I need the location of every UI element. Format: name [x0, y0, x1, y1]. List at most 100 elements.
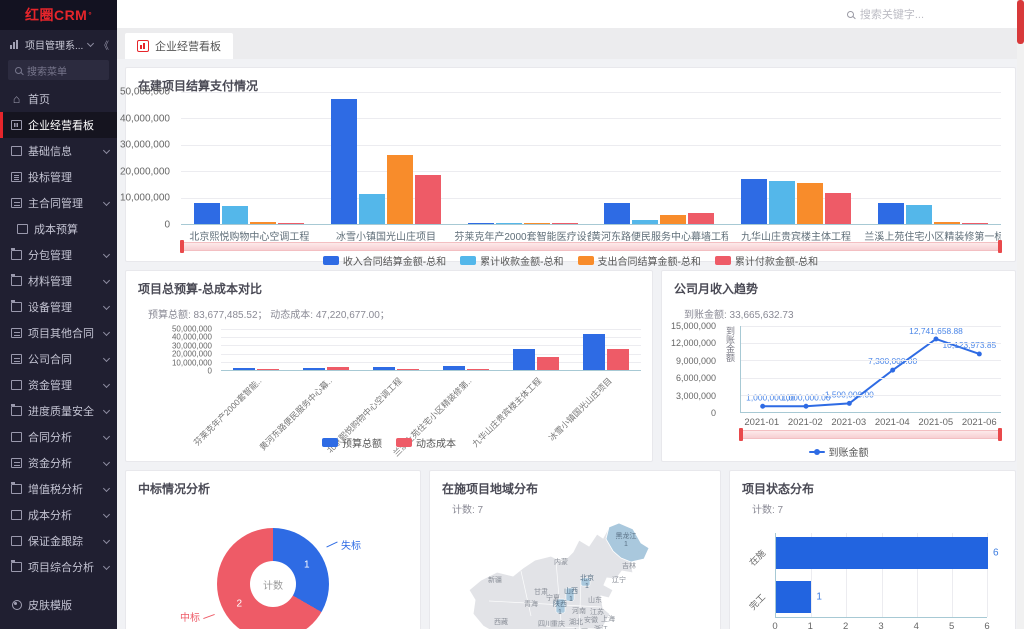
- y-tick-label: 30,000,000: [119, 139, 170, 151]
- bar-动态成本: [467, 368, 489, 370]
- legend-item[interactable]: 累计收款金额-总和: [460, 253, 564, 268]
- bar-group: [591, 92, 728, 224]
- map-count: 计数: 7: [452, 505, 484, 516]
- x-tick-label: 6: [984, 621, 990, 629]
- legend-swatch: [460, 256, 477, 265]
- legend-swatch: [577, 256, 594, 265]
- gridline: [181, 118, 1001, 120]
- sidebar-item-合同分析[interactable]: 合同分析: [0, 424, 117, 450]
- dashboard-icon: [11, 120, 22, 130]
- bar-group: [221, 329, 291, 370]
- sidebar-item-label: 增值税分析: [28, 484, 83, 496]
- sidebar-search-input[interactable]: 搜索菜单: [8, 60, 109, 80]
- card-title: 公司月收入趋势: [674, 282, 759, 296]
- gridline: [846, 533, 848, 617]
- gridline: [221, 345, 641, 347]
- callout-line: [326, 541, 338, 548]
- bar-收入合同结算金额-总和: [194, 202, 221, 224]
- bar-累计收款金额-总和: [632, 219, 659, 224]
- gridline: [221, 353, 641, 355]
- sidebar-item-投标管理[interactable]: 投标管理: [0, 164, 117, 190]
- chevron-down-icon: [102, 276, 111, 284]
- doc-icon: [11, 536, 22, 546]
- bars-row: [181, 92, 1001, 224]
- collapse-sidebar-icon[interactable]: 《: [99, 41, 109, 52]
- x-tick-label: 2021-05: [918, 417, 954, 428]
- scrollbar-thumb[interactable]: [1017, 0, 1024, 44]
- x-category-label: 冰雪小镇国光山庄项目: [546, 375, 614, 443]
- sidebar-item-保证金跟踪[interactable]: 保证金跟踪: [0, 528, 117, 554]
- sidebar-item-首页[interactable]: ⌂ 首页: [0, 86, 117, 112]
- bar-累计收款金额-总和: [222, 205, 249, 224]
- datazoom-slider[interactable]: [739, 428, 1002, 441]
- legend-item[interactable]: 支出合同结算金额-总和: [577, 253, 701, 268]
- workspace-switcher[interactable]: 项目管理系... 《: [0, 30, 117, 58]
- sidebar-item-项目综合分析[interactable]: 项目综合分析: [0, 554, 117, 580]
- bar-value-label: 6: [993, 547, 999, 559]
- legend-item[interactable]: 收入合同结算金额-总和: [322, 253, 446, 268]
- sidebar-item-label: 企业经营看板: [28, 120, 94, 132]
- sidebar-item-基础信息[interactable]: 基础信息: [0, 138, 117, 164]
- legend-item[interactable]: 到账金额: [808, 444, 869, 459]
- sidebar-item-进度质量安全[interactable]: 进度质量安全: [0, 398, 117, 424]
- bar-累计收款金额-总和: [359, 193, 385, 224]
- bar-动态成本: [607, 348, 629, 370]
- bar-累计收款金额-总和: [495, 222, 522, 224]
- header-search-input[interactable]: 搜索关键字...: [846, 6, 924, 22]
- bar-group: [318, 92, 455, 224]
- gridline: [741, 394, 1001, 396]
- sidebar-item-成本分析[interactable]: 成本分析: [0, 502, 117, 528]
- doc-icon: [11, 510, 22, 520]
- folder-icon: [11, 560, 22, 572]
- gridline: [741, 377, 1001, 379]
- app-logo: 红圈CRM °: [0, 0, 117, 30]
- folder-icon: [11, 248, 22, 260]
- legend-item[interactable]: 累计付款金额-总和: [714, 253, 818, 268]
- line-series: 1,000,000.001,000,000.001,500,000.007,30…: [746, 326, 997, 409]
- y-tick-label: 40,000,000: [119, 113, 170, 125]
- bar-累计付款金额-总和: [688, 212, 715, 224]
- sidebar-item-主合同管理[interactable]: 主合同管理: [0, 190, 117, 216]
- sidebar-item-资金分析[interactable]: 资金分析: [0, 450, 117, 476]
- sidebar-item-增值税分析[interactable]: 增值税分析: [0, 476, 117, 502]
- x-tick-label: 0: [772, 621, 778, 629]
- card-title: 项目总预算-总成本对比: [138, 282, 262, 296]
- sidebar-item-企业经营看板[interactable]: 企业经营看板: [0, 112, 117, 138]
- bar-收入合同结算金额-总和: [741, 178, 768, 224]
- bar-group: [181, 92, 318, 224]
- svg-text:10,123,973.85: 10,123,973.85: [943, 340, 997, 350]
- gridline: [221, 337, 641, 339]
- chevron-down-icon: [102, 198, 111, 206]
- bar-预算总额: [443, 365, 465, 370]
- sidebar-item-分包管理[interactable]: 分包管理: [0, 242, 117, 268]
- legend-item[interactable]: 动态成本: [396, 435, 456, 450]
- tab-dashboard[interactable]: 企业经营看板: [125, 33, 233, 59]
- x-tick-label: 3: [878, 621, 884, 629]
- contract-icon: [11, 354, 22, 364]
- skin-template-button[interactable]: 皮肤模版: [0, 587, 117, 629]
- sidebar-item-资金管理[interactable]: 资金管理: [0, 372, 117, 398]
- sidebar-item-项目其他合同[interactable]: 项目其他合同: [0, 320, 117, 346]
- card-monthly-income: 公司月收入趋势 到账金额: 33,665,632.73 15,000,000 12…: [661, 270, 1016, 462]
- bar-收入合同结算金额-总和: [604, 202, 631, 224]
- sidebar-item-label: 材料管理: [28, 276, 72, 288]
- chevron-down-icon: [102, 302, 111, 310]
- card-title: 项目状态分布: [742, 482, 815, 496]
- svg-text:12,741,658.88: 12,741,658.88: [909, 326, 963, 336]
- bar-收入合同结算金额-总和: [877, 203, 904, 224]
- x-tick-label: 2021-03: [831, 417, 867, 428]
- legend-item[interactable]: 预算总额: [322, 435, 382, 450]
- sidebar-item-公司合同[interactable]: 公司合同: [0, 346, 117, 372]
- sidebar-item-材料管理[interactable]: 材料管理: [0, 268, 117, 294]
- sidebar-item-label: 成本预算: [34, 224, 78, 236]
- gridline: [741, 326, 1001, 327]
- card-budget-cost: 项目总预算-总成本对比 预算总额: 83,677,485.52； 动态成本: 4…: [125, 270, 653, 462]
- datazoom-slider[interactable]: [180, 240, 1002, 253]
- sidebar-item-设备管理[interactable]: 设备管理: [0, 294, 117, 320]
- sidebar-item-成本预算[interactable]: 成本预算: [0, 216, 117, 242]
- chevron-down-icon: [102, 484, 111, 492]
- y-category-label: 完工: [747, 591, 768, 612]
- bar-收入合同结算金额-总和: [467, 222, 494, 224]
- y-axis-labels: 50,000,000 40,000,000 30,000,000 20,000,000…: [120, 87, 174, 231]
- y-tick-label: 40,000,000: [171, 332, 212, 342]
